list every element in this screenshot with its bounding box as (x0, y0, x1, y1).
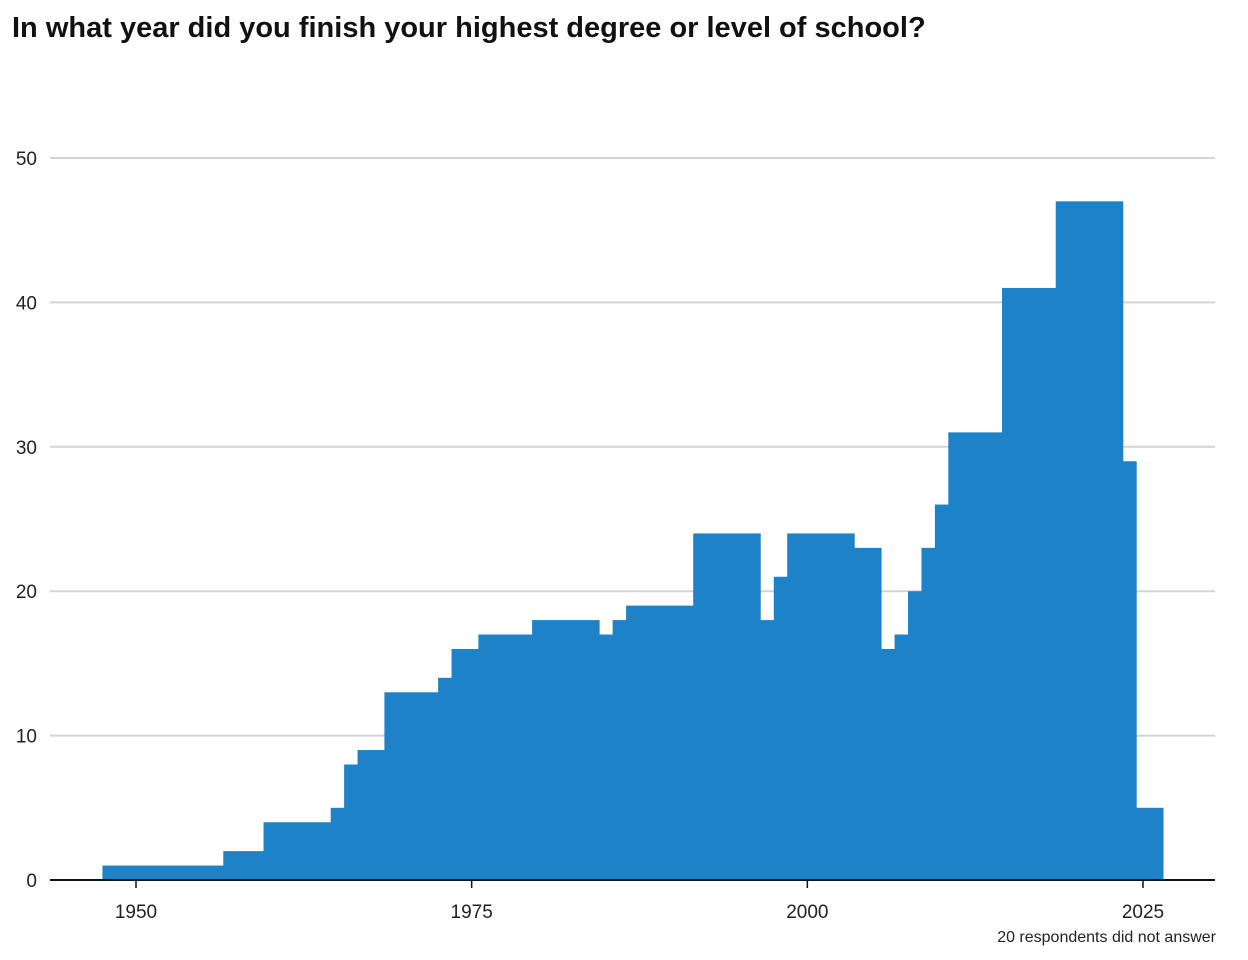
histogram-bar (612, 620, 627, 880)
histogram-bar (1002, 287, 1057, 881)
x-tick-label: 2000 (786, 902, 828, 923)
histogram-bar (357, 750, 385, 880)
histogram-bars (102, 201, 1164, 881)
y-tick-label: 40 (16, 293, 37, 314)
histogram-bar (693, 533, 761, 880)
histogram-bar (908, 591, 922, 880)
histogram-bar (1136, 807, 1164, 880)
histogram-bar (773, 576, 788, 880)
chart-title: In what year did you finish your highest… (12, 12, 926, 44)
histogram-bar (223, 851, 264, 880)
y-tick-label: 30 (16, 438, 37, 459)
histogram-bar (532, 620, 600, 880)
y-tick-label: 10 (16, 727, 37, 748)
x-tick-label: 1975 (451, 902, 493, 923)
histogram-bar (451, 648, 479, 880)
x-tick-label: 2025 (1122, 902, 1164, 923)
y-tick-label: 20 (16, 582, 37, 603)
histogram-bar (854, 547, 882, 880)
histogram-bar (934, 504, 949, 880)
histogram-bar (626, 605, 694, 880)
histogram-bar (438, 677, 452, 880)
histogram-bar (921, 547, 936, 880)
histogram-bar (344, 764, 358, 880)
histogram-bar (330, 807, 345, 880)
y-tick-label: 50 (16, 149, 37, 170)
y-tick-label: 0 (26, 871, 37, 892)
x-tick-label: 1950 (115, 902, 157, 923)
histogram-bar (760, 620, 775, 880)
histogram-bar (787, 533, 855, 880)
histogram-bar (948, 432, 1003, 880)
histogram-bar (263, 822, 332, 880)
axes: 0 10 20 30 40 50 1950 1975 2000 2025 (16, 149, 1215, 923)
histogram-bar (881, 648, 896, 880)
histogram-bar (1055, 201, 1124, 880)
histogram-bar (1122, 461, 1137, 880)
histogram-bar (894, 634, 909, 880)
histogram-bar (599, 634, 614, 880)
histogram-bar (102, 865, 224, 880)
histogram-bar (384, 692, 439, 880)
footnote: 20 respondents did not answer (997, 929, 1216, 946)
histogram-bar (478, 634, 533, 880)
